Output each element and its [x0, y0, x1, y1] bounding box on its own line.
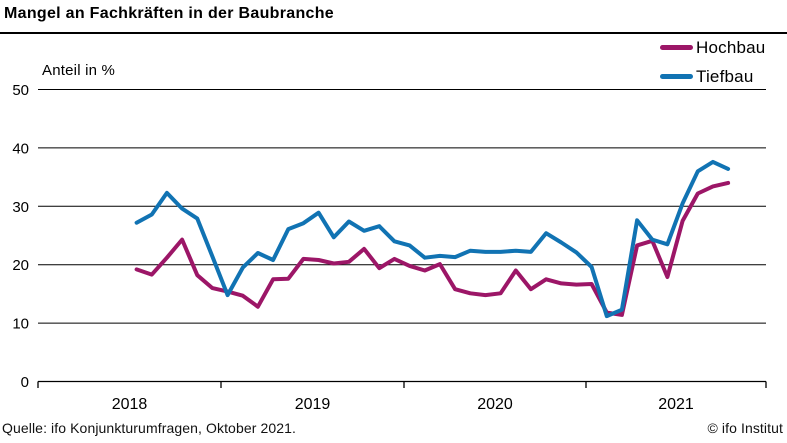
- source-note: Quelle: ifo Konjunkturumfragen, Oktober …: [2, 420, 297, 436]
- y-axis-tick-label: 30: [12, 199, 29, 216]
- y-axis-tick-label: 0: [21, 374, 29, 391]
- x-axis-year-label: 2018: [112, 396, 148, 413]
- y-axis-tick-label: 20: [12, 257, 29, 274]
- y-axis-tick-label: 10: [12, 316, 29, 333]
- chart-legend: Hochbau Tiefbau: [660, 36, 765, 88]
- copyright-note: © ifo Institut: [707, 420, 783, 436]
- tiefbau-line-swatch: [660, 74, 693, 79]
- x-axis-year-label: 2021: [658, 396, 694, 413]
- hochbau-line-swatch: [660, 45, 693, 50]
- legend-label-hochbau: Hochbau: [696, 38, 766, 57]
- title-rule: [0, 32, 787, 34]
- series-line-tiefbau: [134, 159, 731, 319]
- y-axis-tick-label: 40: [12, 140, 29, 157]
- page-title: Mangel an Fachkräften in der Baubranche: [4, 5, 334, 22]
- legend-item-hochbau: Hochbau: [660, 36, 765, 59]
- x-axis-year-label: 2019: [295, 396, 331, 413]
- y-axis-unit-label: Anteil in %: [42, 62, 116, 79]
- x-axis-year-label: 2020: [477, 396, 513, 413]
- series-line-hochbau: [134, 180, 731, 317]
- y-axis-tick-label: 50: [12, 82, 29, 99]
- legend-label-tiefbau: Tiefbau: [696, 67, 754, 86]
- legend-item-tiefbau: Tiefbau: [660, 65, 765, 88]
